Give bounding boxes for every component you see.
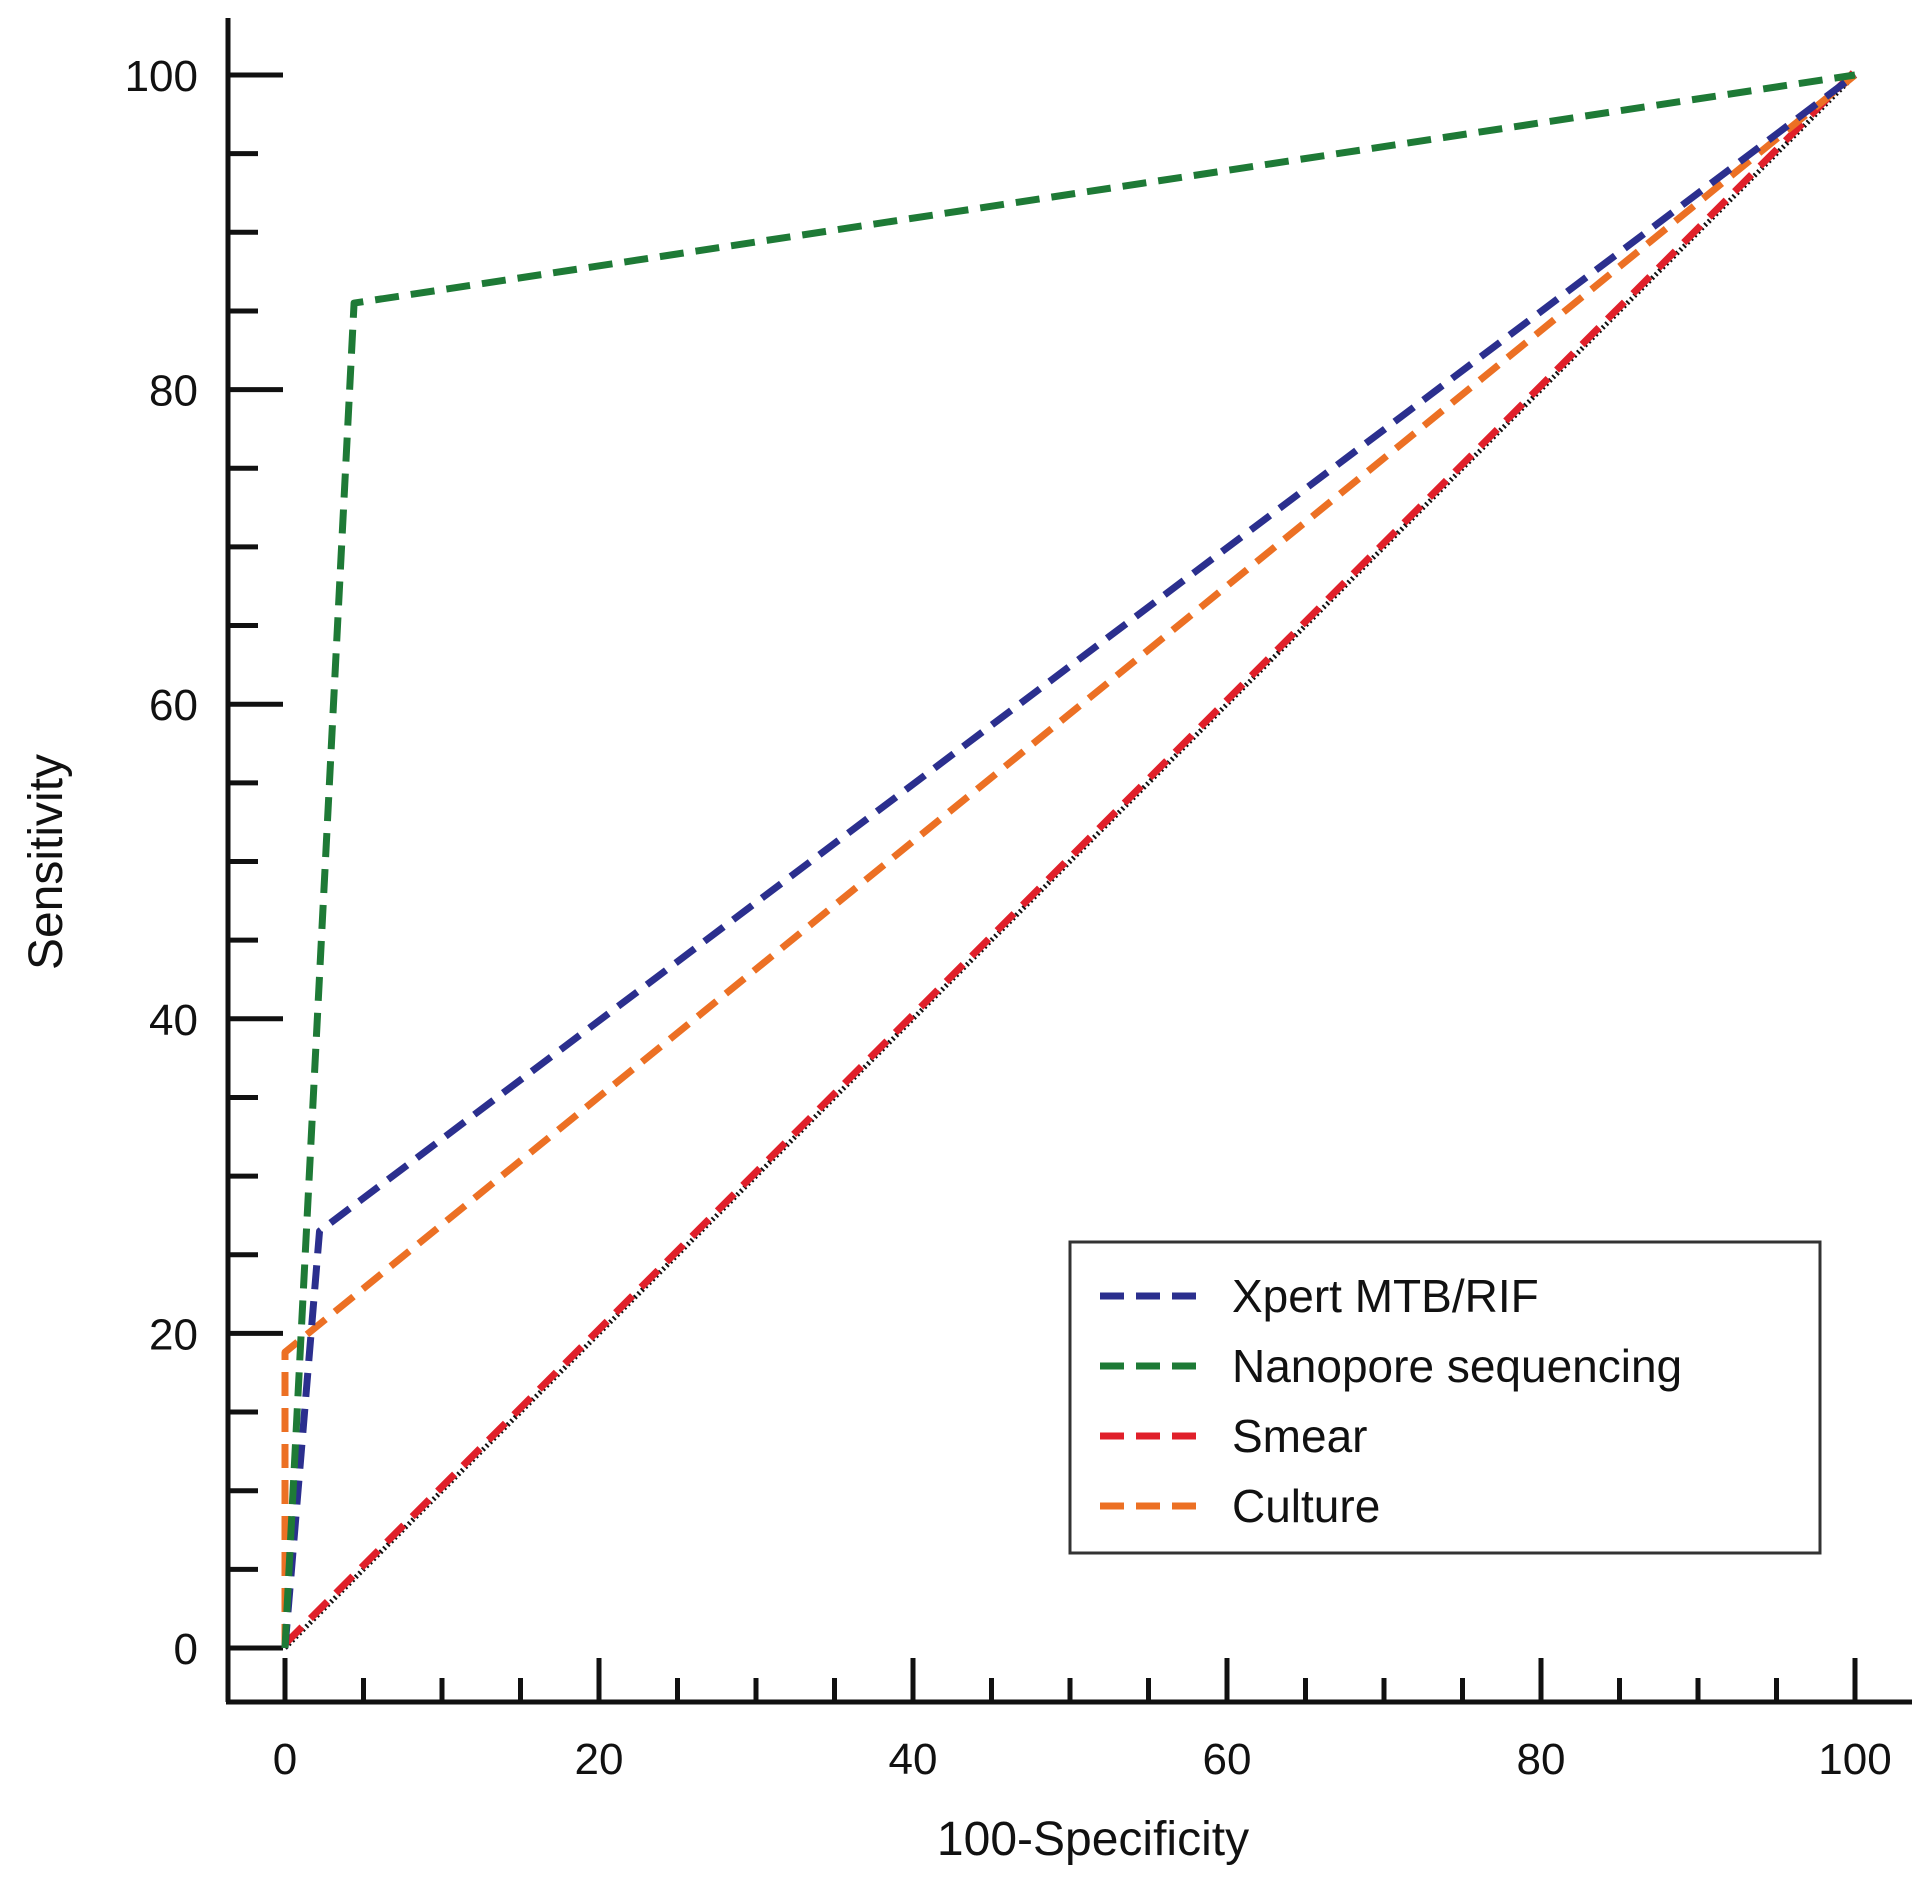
y-tick-label: 80 bbox=[149, 367, 198, 416]
legend-label: Smear bbox=[1232, 1410, 1367, 1462]
x-axis-title: 100-Specificity bbox=[937, 1813, 1249, 1866]
y-axis-title: Sensitivity bbox=[20, 754, 73, 970]
y-tick-label: 20 bbox=[149, 1310, 198, 1359]
x-tick-label: 20 bbox=[575, 1735, 624, 1784]
series-line-xpert-mtb-rif bbox=[281, 72, 1858, 1649]
y-tick-label: 100 bbox=[125, 52, 198, 101]
x-tick-label: 40 bbox=[889, 1735, 938, 1784]
series-line-smear bbox=[282, 68, 1858, 1647]
x-tick-label: 60 bbox=[1203, 1735, 1252, 1784]
legend-label: Nanopore sequencing bbox=[1232, 1340, 1682, 1392]
plot-lines bbox=[281, 68, 1858, 1650]
tick-labels: 0 20 40 60 80 100 0 20 40 60 80 100 bbox=[125, 52, 1892, 1784]
legend: Xpert MTB/RIF Nanopore sequencing Smear Cul… bbox=[1068, 1240, 1822, 1555]
series-line-culture bbox=[281, 72, 1858, 1648]
axes bbox=[225, 18, 1912, 1705]
legend-label: Culture bbox=[1232, 1480, 1380, 1532]
y-tick-label: 60 bbox=[149, 681, 198, 730]
series-line-nanopore-sequencing bbox=[281, 71, 1856, 1649]
x-tick-label: 100 bbox=[1818, 1735, 1891, 1784]
x-tick-label: 80 bbox=[1517, 1735, 1566, 1784]
legend-label: Xpert MTB/RIF bbox=[1232, 1270, 1539, 1322]
x-tick-label: 0 bbox=[273, 1735, 297, 1784]
legend-items: Xpert MTB/RIF Nanopore sequencing Smear Cul… bbox=[1100, 1270, 1682, 1532]
y-tick-label: 40 bbox=[149, 996, 198, 1045]
y-tick-label: 0 bbox=[174, 1625, 198, 1674]
